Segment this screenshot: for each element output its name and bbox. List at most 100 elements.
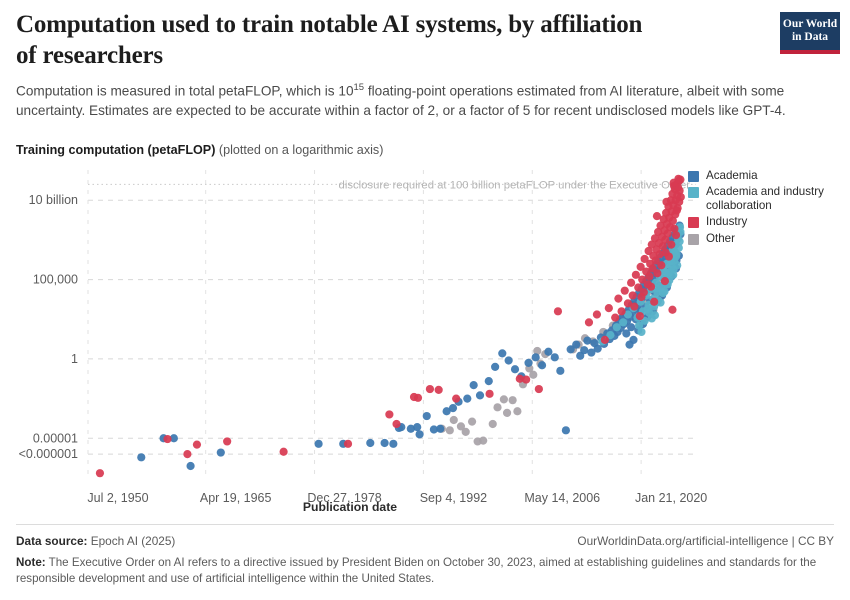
data-point[interactable] [662, 268, 671, 277]
data-point[interactable] [192, 440, 202, 449]
data-point[interactable] [463, 394, 472, 403]
data-point[interactable] [413, 393, 423, 402]
data-point[interactable] [651, 256, 660, 265]
legend-item[interactable]: Other [688, 232, 848, 245]
data-point[interactable] [635, 311, 644, 321]
owid-link[interactable]: OurWorldinData.org/artificial-intelligen… [577, 534, 834, 548]
data-point[interactable] [467, 417, 477, 426]
data-point[interactable] [630, 302, 639, 311]
data-point[interactable] [186, 461, 195, 471]
data-point[interactable] [445, 426, 454, 435]
data-point[interactable] [442, 407, 451, 416]
data-point[interactable] [619, 318, 628, 327]
data-point[interactable] [623, 299, 633, 308]
data-point[interactable] [556, 366, 565, 375]
data-point[interactable] [671, 252, 681, 261]
data-point[interactable] [614, 294, 623, 303]
data-point[interactable] [561, 426, 571, 435]
data-point[interactable] [660, 287, 669, 296]
data-point[interactable] [534, 384, 543, 394]
data-point[interactable] [663, 229, 672, 238]
data-point[interactable] [671, 231, 681, 240]
data-point[interactable] [436, 424, 445, 433]
legend-item[interactable]: Academia [688, 169, 848, 182]
data-point[interactable] [604, 304, 613, 313]
data-point[interactable] [485, 389, 494, 398]
data-point[interactable] [634, 321, 644, 330]
data-point[interactable] [662, 197, 671, 206]
data-point[interactable] [498, 349, 507, 358]
data-point[interactable] [593, 344, 602, 353]
scatter-plot-svg[interactable]: 10 billion 100,000 1 0.00001 <0.000001 Jul 2,… [0, 160, 850, 505]
data-point[interactable] [636, 262, 645, 271]
data-point[interactable] [670, 224, 679, 233]
data-point[interactable] [544, 347, 553, 356]
data-point[interactable] [658, 242, 668, 251]
data-point[interactable] [537, 361, 547, 370]
data-point[interactable] [657, 261, 666, 270]
data-point[interactable] [634, 283, 643, 292]
data-point[interactable] [366, 438, 375, 448]
data-point[interactable] [652, 211, 662, 221]
data-point[interactable] [314, 439, 323, 448]
data-point[interactable] [656, 298, 665, 307]
data-point[interactable] [484, 377, 493, 386]
data-point[interactable] [668, 305, 677, 314]
data-point[interactable] [529, 370, 538, 379]
data-point[interactable] [389, 439, 398, 448]
data-point[interactable] [664, 252, 673, 261]
data-point[interactable] [553, 307, 563, 316]
data-point[interactable] [645, 272, 654, 281]
data-point[interactable] [429, 425, 438, 434]
data-point[interactable] [169, 434, 178, 443]
data-point[interactable] [606, 331, 615, 340]
data-point[interactable] [522, 375, 531, 384]
data-point[interactable] [216, 448, 225, 457]
data-point[interactable] [675, 197, 684, 206]
data-point[interactable] [469, 381, 478, 390]
data-point[interactable] [643, 304, 652, 314]
data-point[interactable] [631, 270, 640, 279]
data-point[interactable] [580, 346, 589, 355]
data-point[interactable] [524, 358, 533, 367]
data-point[interactable] [617, 307, 626, 316]
data-point[interactable] [587, 348, 596, 357]
data-point[interactable] [583, 336, 592, 345]
data-point[interactable] [627, 323, 636, 332]
data-point[interactable] [515, 374, 524, 383]
data-point[interactable] [672, 206, 681, 215]
data-point[interactable] [456, 422, 466, 431]
data-point[interactable] [452, 394, 461, 403]
legend-item[interactable]: Academia and industry collaboration [688, 185, 848, 212]
data-point[interactable] [660, 277, 670, 286]
data-point[interactable] [623, 310, 633, 319]
data-point[interactable] [566, 345, 575, 354]
data-point[interactable] [531, 353, 540, 362]
data-point[interactable] [448, 404, 458, 413]
data-point[interactable] [406, 424, 415, 433]
data-point[interactable] [646, 282, 656, 291]
data-point[interactable] [449, 415, 458, 425]
data-point[interactable] [493, 403, 502, 412]
data-point[interactable] [668, 216, 677, 225]
data-point[interactable] [637, 292, 646, 302]
data-point[interactable] [625, 340, 634, 349]
data-point[interactable] [488, 419, 497, 429]
data-point[interactable] [510, 365, 520, 374]
data-point[interactable] [279, 447, 288, 456]
data-point[interactable] [650, 311, 660, 320]
data-point[interactable] [640, 254, 649, 264]
data-point[interactable] [499, 395, 508, 404]
data-point[interactable] [675, 237, 684, 246]
data-point[interactable] [612, 323, 621, 332]
data-point[interactable] [628, 291, 637, 300]
data-point[interactable] [622, 329, 631, 338]
data-point[interactable] [380, 438, 389, 448]
data-point[interactable] [434, 385, 443, 394]
data-point[interactable] [343, 439, 353, 448]
data-point[interactable] [669, 265, 678, 274]
owid-logo[interactable]: Our World in Data [780, 12, 840, 54]
data-point[interactable] [508, 396, 517, 405]
data-point[interactable] [572, 340, 581, 349]
data-point[interactable] [425, 384, 435, 394]
